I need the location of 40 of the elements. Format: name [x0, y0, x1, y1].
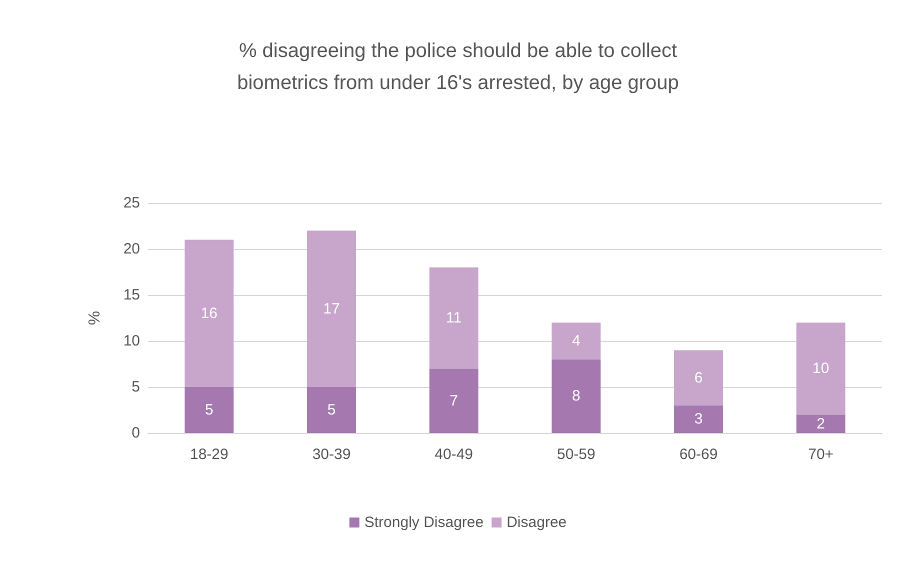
bar — [796, 322, 846, 415]
x-tick-label: 70+ — [808, 446, 834, 463]
data-label: 7 — [450, 392, 458, 410]
x-tick-label: 50-59 — [556, 446, 596, 463]
bar — [674, 405, 723, 433]
data-label: 5 — [204, 402, 214, 418]
y-tick-label: 25 — [123, 194, 140, 212]
data-label: 3 — [694, 410, 703, 428]
chart-title: % disagreeing the police should be able to collect biometrics from under 16's arrested, by age group — [237, 40, 679, 94]
x-tick-label: 18-29 — [190, 446, 228, 463]
y-axis-title: % — [86, 310, 104, 326]
bar — [552, 359, 601, 433]
legend-label: Strongly Disagree — [364, 514, 484, 531]
y-tick-label: 20 — [123, 240, 140, 258]
x-tick-label: 40-49 — [434, 446, 474, 463]
data-label: 8 — [572, 388, 580, 405]
y-tick-label: 15 — [123, 286, 140, 304]
bar — [184, 387, 234, 433]
data-label: 2 — [816, 415, 826, 432]
bar — [429, 368, 478, 433]
y-tick-label: 5 — [132, 378, 140, 396]
y-tick-label: 10 — [123, 332, 140, 350]
bar — [307, 387, 356, 433]
data-label: 4 — [572, 332, 580, 350]
data-label: 17 — [323, 300, 340, 318]
bar — [307, 230, 356, 387]
bar — [552, 322, 601, 360]
bar — [674, 350, 723, 406]
x-tick-label: 60-69 — [679, 446, 718, 463]
data-label: 6 — [694, 369, 703, 386]
bar — [796, 414, 846, 433]
legend-label: Disagree — [506, 514, 567, 531]
data-label: 10 — [812, 360, 830, 378]
x-tick-label: 30-39 — [312, 446, 351, 463]
bar — [184, 240, 234, 387]
data-label: 11 — [446, 310, 462, 326]
bar — [429, 267, 478, 369]
data-label: 5 — [327, 402, 336, 418]
y-tick-label: 0 — [132, 424, 140, 442]
data-label: 16 — [200, 304, 218, 322]
